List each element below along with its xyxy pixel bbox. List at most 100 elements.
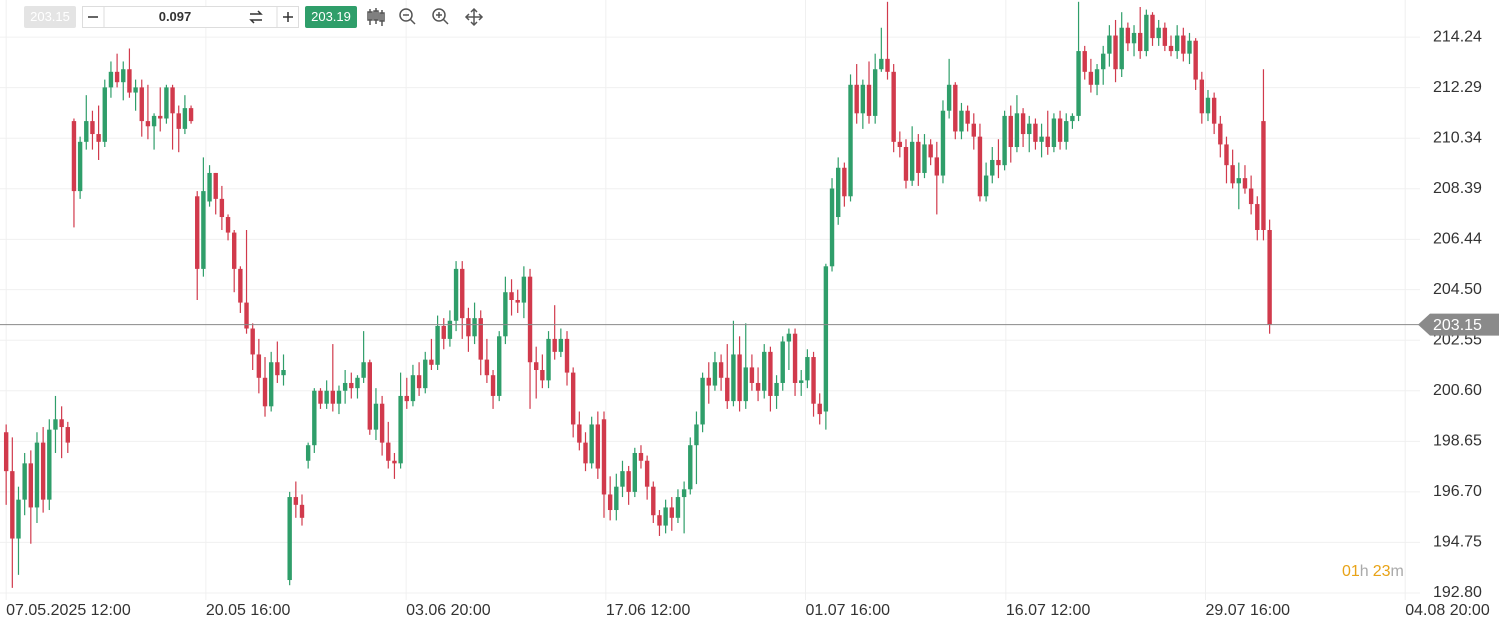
countdown-unit: m bbox=[1391, 563, 1404, 580]
candle-body bbox=[90, 121, 95, 135]
chart-type-icon[interactable] bbox=[367, 8, 385, 26]
candles bbox=[3, 1, 1272, 588]
bid-box[interactable] bbox=[24, 6, 76, 28]
candle-body bbox=[244, 302, 249, 329]
candle-body bbox=[885, 58, 890, 72]
candle-body bbox=[872, 69, 878, 116]
axes: 214.24 212.29 210.34 208.39 206.44 204.50 202.… bbox=[0, 28, 1499, 619]
countdown: 01h 23m bbox=[1342, 563, 1404, 580]
candle-body bbox=[342, 382, 348, 391]
candle-body bbox=[207, 172, 212, 202]
zoom-in-icon[interactable] bbox=[432, 8, 449, 25]
candle-body bbox=[1101, 53, 1106, 70]
candle-body bbox=[651, 486, 656, 516]
candle-body bbox=[182, 108, 188, 129]
candle-body bbox=[842, 167, 847, 197]
candle-body bbox=[644, 460, 650, 487]
candle-body bbox=[65, 427, 70, 443]
swap-icon[interactable] bbox=[249, 10, 263, 24]
candle-body bbox=[866, 84, 872, 116]
candle-body bbox=[540, 370, 545, 381]
candle-body bbox=[22, 463, 27, 500]
candle-body bbox=[392, 460, 397, 464]
y-tick-label: 202.55 bbox=[1433, 331, 1482, 348]
current-price-label: 203.15 bbox=[1433, 317, 1482, 334]
candle-body bbox=[928, 144, 933, 158]
y-tick-label: 200.60 bbox=[1433, 382, 1482, 399]
candle-body bbox=[416, 375, 422, 389]
candle-body bbox=[1033, 123, 1038, 142]
candle-body bbox=[1211, 97, 1217, 124]
candle-body bbox=[1248, 188, 1254, 205]
candle-body bbox=[133, 87, 138, 93]
candle-body bbox=[1014, 113, 1020, 148]
candle-body bbox=[59, 419, 64, 428]
candle-body bbox=[762, 351, 767, 391]
candle-body bbox=[1174, 35, 1180, 52]
candle-body bbox=[398, 395, 403, 464]
candle-body bbox=[1045, 136, 1050, 148]
candle-body bbox=[170, 87, 175, 114]
candle-body bbox=[1162, 27, 1168, 46]
candle-body bbox=[1131, 32, 1137, 44]
candle-body bbox=[934, 157, 940, 176]
candle-body bbox=[429, 359, 434, 365]
candle-body bbox=[607, 494, 613, 511]
candle-body bbox=[1008, 115, 1013, 148]
candle-body bbox=[1255, 204, 1260, 230]
candle-body bbox=[3, 432, 9, 472]
candle-body bbox=[891, 71, 896, 142]
candle-body bbox=[922, 144, 927, 173]
candle-body bbox=[151, 115, 157, 127]
candle-body bbox=[971, 123, 976, 137]
toolbar: 203.15 0.097 203.19 bbox=[24, 6, 484, 28]
candle-body bbox=[811, 357, 816, 404]
candle-body bbox=[1187, 40, 1192, 54]
candle-body bbox=[318, 390, 323, 404]
grid bbox=[0, 0, 1420, 600]
candle-body bbox=[681, 489, 687, 498]
candle-body bbox=[743, 367, 748, 402]
candle-body bbox=[1236, 178, 1242, 184]
candle-body bbox=[626, 471, 631, 492]
candle-body bbox=[977, 136, 983, 197]
candle-body bbox=[361, 362, 366, 378]
y-tick-label: 198.65 bbox=[1433, 433, 1482, 450]
candle-body bbox=[860, 84, 866, 114]
candle-body bbox=[404, 395, 409, 402]
ask-box[interactable] bbox=[305, 6, 357, 28]
countdown-unit: h bbox=[1360, 563, 1369, 580]
pan-icon[interactable] bbox=[464, 7, 484, 27]
candle-body bbox=[848, 84, 853, 197]
candle-body bbox=[817, 403, 822, 415]
candle-body bbox=[737, 354, 742, 402]
candle-body bbox=[256, 354, 262, 378]
candle-body bbox=[786, 333, 792, 342]
candle-body bbox=[577, 424, 582, 443]
candle-body bbox=[1051, 118, 1057, 148]
candle-body bbox=[435, 325, 440, 365]
candle-body bbox=[953, 84, 958, 132]
zoom-out-icon[interactable] bbox=[399, 8, 416, 25]
candle-body bbox=[108, 71, 114, 88]
candle-body bbox=[114, 71, 120, 83]
candle-body bbox=[1193, 40, 1198, 80]
candle-body bbox=[959, 110, 964, 132]
x-tick-label: 03.06 20:00 bbox=[406, 602, 491, 619]
candle-body bbox=[620, 471, 625, 487]
candle-body bbox=[188, 108, 194, 122]
candle-body bbox=[694, 424, 699, 446]
candle-body bbox=[879, 58, 884, 70]
y-tick-label: 210.34 bbox=[1433, 129, 1482, 146]
candle-body bbox=[755, 382, 761, 391]
candle-body bbox=[1267, 229, 1272, 325]
candle-body bbox=[158, 115, 163, 119]
y-tick-label: 192.80 bbox=[1433, 584, 1482, 601]
quantity-field[interactable] bbox=[82, 6, 299, 28]
candle-body bbox=[262, 377, 268, 407]
bid-price: 203.15 bbox=[30, 9, 70, 24]
candle-body bbox=[1107, 35, 1112, 54]
candle-body bbox=[638, 452, 644, 461]
